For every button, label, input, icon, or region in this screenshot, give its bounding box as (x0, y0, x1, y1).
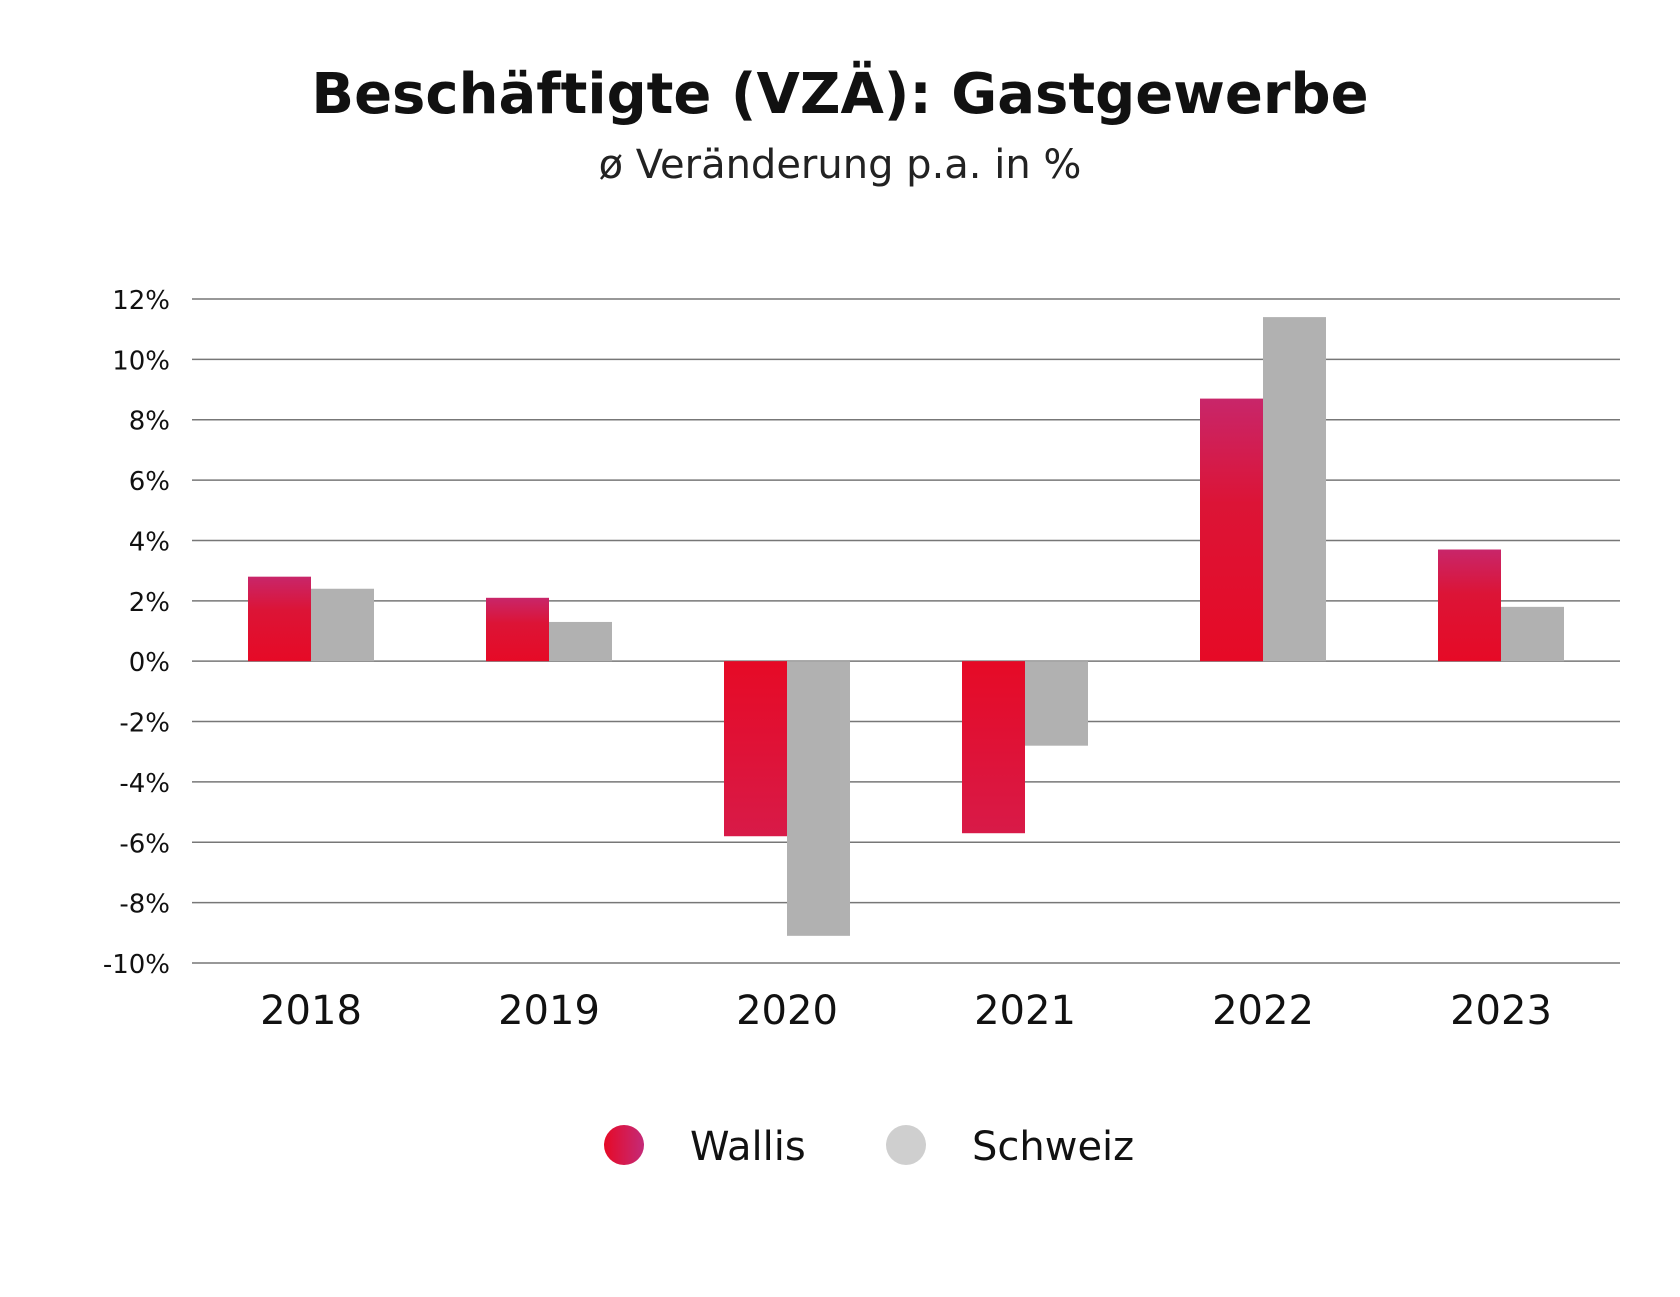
y-axis-ticks: 12% 10% 8% 6% 4% 2% 0% -2% -4% -6% -8% -10% (103, 286, 170, 980)
y-tick-label: 10% (112, 346, 170, 376)
bar-schweiz-2021 (1025, 661, 1088, 746)
bar-wallis-2020 (724, 661, 787, 837)
chart-subtitle: ø Veränderung p.a. in % (598, 142, 1082, 188)
y-tick-label: 4% (129, 527, 170, 557)
y-tick-label: 8% (129, 407, 170, 437)
bar-schweiz-2020 (787, 661, 850, 936)
chart-title: Beschäftigte (VZÄ): Gastgewerbe (311, 62, 1369, 127)
bar-schweiz-2018 (311, 588, 374, 662)
y-tick-label: 0% (129, 648, 170, 678)
legend-label-schweiz: Schweiz (972, 1124, 1134, 1170)
y-tick-label: -6% (119, 829, 170, 859)
bar-wallis-2021 (962, 661, 1025, 834)
bar-wallis-2023 (1438, 549, 1501, 662)
y-tick-label: -10% (103, 950, 170, 980)
x-tick-label: 2018 (260, 988, 362, 1034)
gridlines (192, 298, 1620, 964)
bar-schweiz-2023 (1501, 606, 1564, 662)
x-tick-label: 2021 (974, 988, 1076, 1034)
bar-wallis-2022 (1200, 398, 1263, 662)
x-axis-ticks: 2018 2019 2020 2021 2022 2023 (260, 988, 1552, 1034)
legend-swatch-schweiz (886, 1125, 926, 1165)
bars (248, 317, 1564, 936)
y-tick-label: -4% (119, 769, 170, 799)
legend-swatch-wallis (604, 1125, 644, 1165)
x-tick-label: 2022 (1212, 988, 1314, 1034)
bar-schweiz-2019 (549, 621, 612, 662)
x-tick-label: 2020 (736, 988, 838, 1034)
legend: Wallis Schweiz (604, 1124, 1134, 1170)
y-tick-label: -8% (119, 890, 170, 920)
legend-label-wallis: Wallis (690, 1124, 806, 1170)
y-tick-label: -2% (119, 709, 170, 739)
y-tick-label: 2% (129, 588, 170, 618)
x-tick-label: 2023 (1450, 988, 1552, 1034)
bar-schweiz-2022 (1263, 317, 1326, 662)
x-tick-label: 2019 (498, 988, 600, 1034)
y-tick-label: 6% (129, 467, 170, 497)
bar-wallis-2018 (248, 576, 311, 662)
y-tick-label: 12% (112, 286, 170, 316)
bar-wallis-2019 (486, 597, 549, 662)
